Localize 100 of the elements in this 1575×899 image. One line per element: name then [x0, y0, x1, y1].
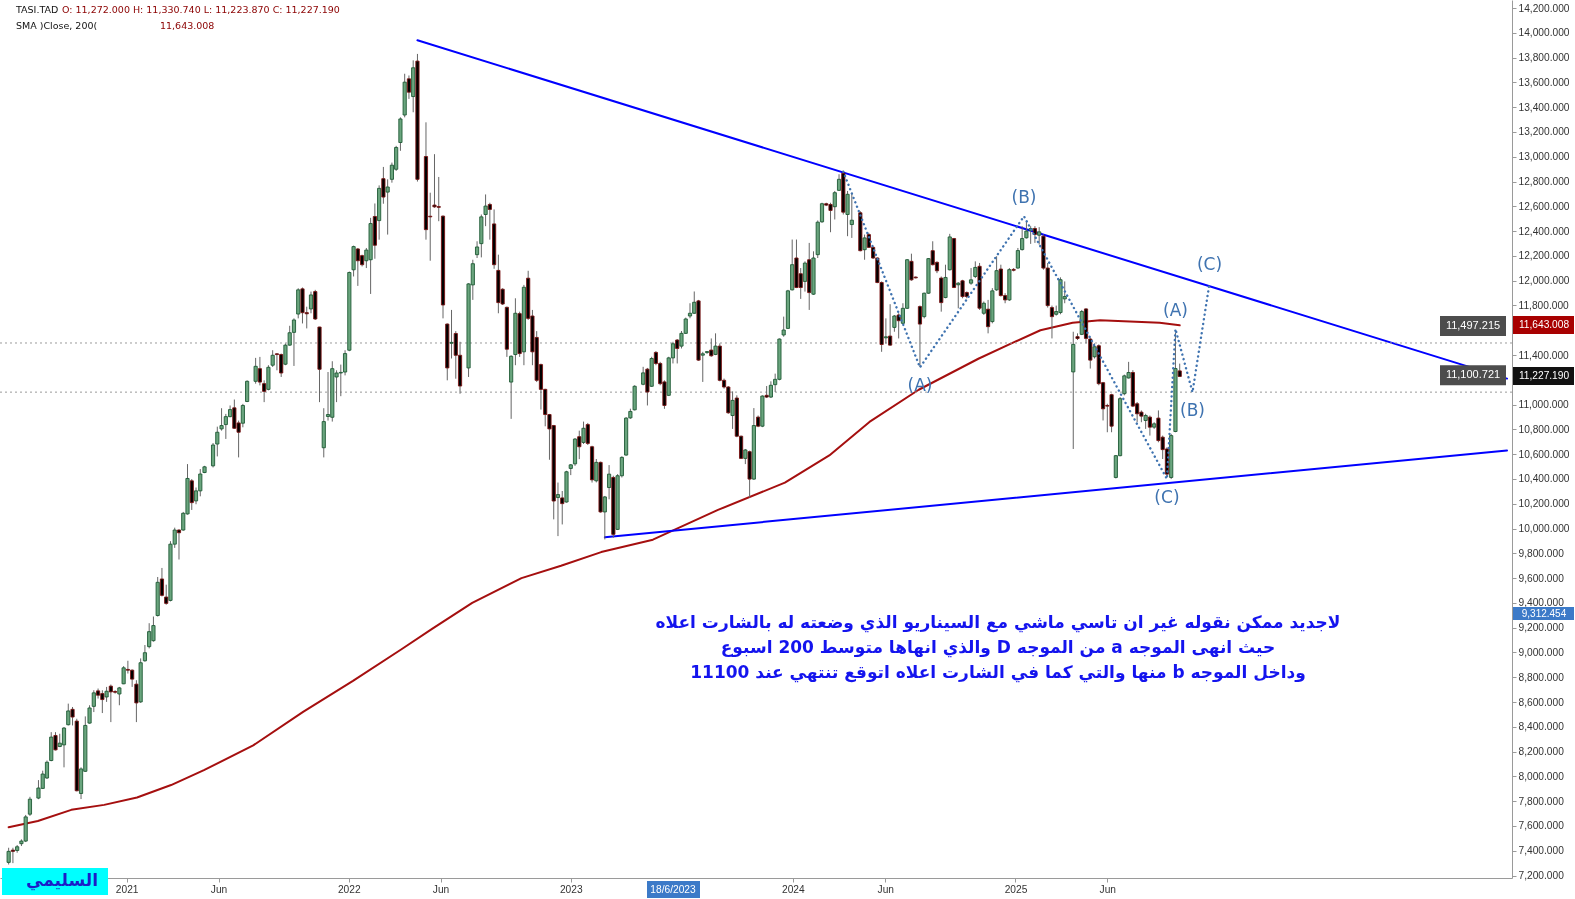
y-tick-label: 13,200.000 [1518, 126, 1570, 138]
y-tick-label: 8,600.000 [1518, 696, 1565, 708]
y-tick-label: 8,800.000 [1518, 671, 1565, 683]
candlestick [274, 352, 279, 371]
candlestick [164, 584, 169, 606]
candlestick [909, 253, 914, 282]
text: 11,227.190 [1518, 370, 1570, 381]
candlestick [355, 247, 360, 287]
candlestick [645, 367, 650, 406]
text: 11,643.008 [1518, 319, 1570, 330]
y-tick-label: 9,000.000 [1518, 646, 1565, 658]
candlestick [1079, 309, 1084, 336]
y-tick-label: 10,000.000 [1518, 523, 1570, 535]
y-tick-label: 13,000.000 [1518, 151, 1570, 163]
y-tick-label: 13,800.000 [1518, 52, 1570, 64]
candlestick [113, 689, 118, 695]
candlestick [943, 264, 948, 299]
x-tick-label: Jun [1099, 883, 1117, 895]
annotation: SMA )Close, 200( [16, 20, 98, 31]
candlestick [917, 304, 922, 368]
y-tick-label: 11,000.000 [1518, 399, 1570, 411]
candlestick [189, 478, 194, 511]
x-tick-label: Jun [432, 883, 450, 895]
y-tick-label: 11,400.000 [1518, 349, 1570, 361]
annotation: (A) [1163, 300, 1188, 321]
candlestick [986, 299, 991, 334]
y-tick-label: 12,200.000 [1518, 250, 1570, 262]
y-tick-label: 13,400.000 [1518, 101, 1570, 113]
text: 18/6/2023 [650, 883, 696, 895]
candlestick [849, 192, 854, 239]
candlestick [308, 291, 314, 314]
y-tick-label: 7,800.000 [1518, 795, 1565, 807]
y-tick-label: 12,600.000 [1518, 200, 1570, 212]
candlestick [176, 528, 182, 561]
candlestick [781, 316, 786, 338]
candlestick [291, 317, 297, 367]
x-tick-label: 2023 [559, 883, 583, 895]
annotation: O: 11,272.000 H: 11,330.740 L: 11,223.870 C: 11,227.190 [62, 4, 340, 15]
candlestick [730, 390, 735, 430]
candlestick [27, 796, 32, 817]
candlestick [240, 403, 245, 428]
y-tick-label: 8,400.000 [1518, 721, 1565, 733]
x-tick-label: Jun [877, 883, 894, 895]
y-tick-label: 7,200.000 [1518, 870, 1565, 882]
candlestick [883, 317, 888, 345]
candlestick [585, 422, 590, 446]
candlestick [555, 482, 561, 537]
y-tick-label: 13,600.000 [1518, 76, 1570, 88]
candlestick [832, 190, 837, 220]
candlestick [969, 267, 974, 286]
y-tick-label: 14,200.000 [1518, 2, 1570, 14]
x-tick-label: 2022 [337, 883, 361, 895]
y-tick-label: 11,800.000 [1518, 299, 1570, 311]
candlestick [802, 260, 808, 293]
candlestick [692, 290, 697, 315]
annotation: (B) [1011, 187, 1037, 208]
ref-line-label: 11,497.215 [1445, 318, 1501, 331]
y-tick-label: 12,400.000 [1518, 225, 1570, 237]
candlestick [896, 312, 901, 339]
candlestick [159, 567, 164, 597]
annotation: (C) [1196, 254, 1223, 275]
y-tick-label: 10,600.000 [1518, 448, 1570, 460]
ref-line-label: 11,100.721 [1445, 368, 1501, 381]
y-tick-label: 7,400.000 [1518, 845, 1565, 857]
candlestick [594, 458, 599, 483]
candlestick [406, 74, 411, 100]
x-tick-label: 2025 [1004, 883, 1028, 895]
x-tick-label: Jun [210, 883, 228, 895]
chart-title: TASI.TAD [15, 4, 59, 15]
candlestick [700, 351, 705, 383]
candlestick [53, 731, 58, 751]
annotation: (B) [1180, 400, 1205, 421]
y-tick-label: 9,400.000 [1518, 597, 1565, 609]
y-tick-label: 8,200.000 [1518, 746, 1565, 758]
annotation: 11,643.008 [160, 20, 215, 31]
candlestick [675, 338, 680, 364]
annotation: السليمي [26, 870, 98, 891]
annotation: لاجديد ممكن نقوله غير ان تاسي ماشي مع السيناريو الذي وضعته له بالشارت اعلاه حيث انهى الموجه a من الموجه D والذي انهاها متوسط 200 اسبوع وداخل الموجه b منها والتي كما في الشارت اعلاه اتوقع تنتهي عند 11100 [655, 612, 1341, 683]
y-tick-label: 10,800.000 [1518, 423, 1570, 435]
candlestick [300, 287, 305, 324]
candlestick [449, 309, 454, 360]
y-tick-label: 9,800.000 [1518, 547, 1565, 559]
y-tick-label: 14,000.000 [1518, 27, 1570, 39]
candlestick [325, 371, 331, 422]
candlestick [49, 731, 54, 762]
candlestick [687, 302, 693, 319]
candlestick [385, 178, 390, 236]
y-tick-label: 8,000.000 [1518, 770, 1565, 782]
y-tick-label: 7,600.000 [1518, 820, 1565, 832]
y-tick-label: 12,000.000 [1518, 275, 1570, 287]
y-tick-label: 9,600.000 [1518, 572, 1565, 584]
x-tick-label: 2021 [115, 883, 139, 895]
candlestick [862, 234, 867, 261]
y-tick-label: 10,200.000 [1518, 498, 1570, 510]
y-tick-label: 9,200.000 [1518, 622, 1565, 634]
candlestick [100, 689, 105, 714]
annotation: (C) [1154, 486, 1180, 507]
candlestick [1020, 225, 1025, 252]
candlestick [70, 706, 75, 726]
x-tick-label: 2024 [781, 883, 805, 895]
